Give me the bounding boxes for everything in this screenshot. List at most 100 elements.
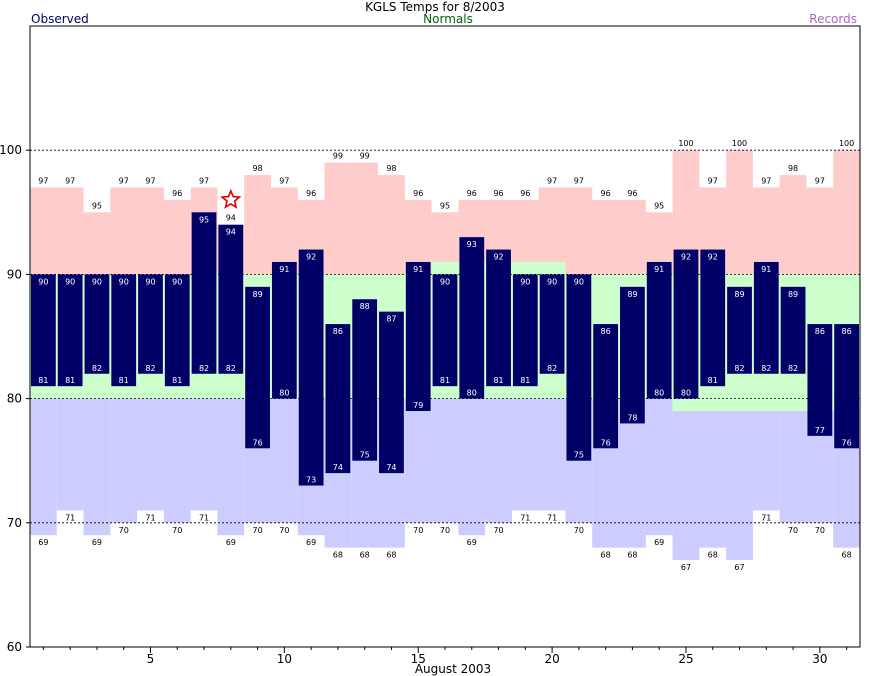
record-high-band [779, 175, 807, 275]
record-high-label: 97 [761, 176, 771, 185]
record-low-label: 68 [360, 551, 370, 560]
record-high-band [270, 187, 298, 275]
record-low-band [672, 411, 700, 561]
record-low-label: 68 [708, 551, 718, 560]
record-low-label: 70 [788, 526, 798, 535]
high-label: 91 [413, 265, 423, 274]
record-high-band [833, 150, 860, 275]
observed-bar [727, 286, 752, 374]
record-high-label: 99 [333, 152, 343, 161]
record-low-band [110, 398, 138, 523]
record-high-label: 100 [839, 139, 854, 148]
observed-bar [620, 286, 645, 424]
observed-bar [138, 274, 163, 374]
axes: 60 70 80 90 100 5 10 15 20 25 30 August 2003 [0, 25, 861, 676]
record-low-label: 70 [119, 526, 129, 535]
record-high-label: 95 [654, 201, 664, 210]
record-low-label: 69 [467, 538, 477, 547]
record-high-label: 97 [815, 176, 825, 185]
record-low-band [511, 398, 539, 511]
star-icon [220, 188, 242, 209]
low-label: 81 [440, 376, 450, 385]
observed-bar [834, 324, 859, 449]
record-high-label: 96 [627, 189, 637, 198]
high-label: 93 [467, 240, 477, 249]
record-high-band [378, 175, 405, 275]
record-low-label: 71 [761, 513, 771, 522]
observed-bar [57, 274, 83, 387]
record-low-band [83, 398, 111, 536]
record-low-band [752, 411, 780, 511]
low-label: 81 [493, 376, 503, 385]
high-label: 92 [681, 253, 691, 262]
observed-bar [111, 274, 137, 387]
high-label: 86 [601, 327, 611, 336]
observed-bar [700, 249, 726, 387]
low-label: 77 [815, 426, 825, 435]
low-label: 82 [761, 364, 771, 373]
record-low-label: 68 [627, 551, 637, 560]
record-high-band [431, 212, 459, 262]
low-label: 82 [92, 364, 102, 373]
record-high-label: 94 [226, 214, 236, 223]
record-low-label: 70 [493, 526, 503, 535]
record-low-band [538, 398, 566, 511]
high-label: 88 [360, 302, 370, 311]
high-label: 90 [119, 277, 129, 286]
low-label: 80 [654, 389, 664, 398]
observed-bar [325, 324, 351, 474]
record-high-band [110, 187, 138, 275]
low-label: 79 [413, 401, 423, 410]
record-low-label: 71 [145, 513, 155, 522]
low-label: 75 [360, 451, 370, 460]
record-low-band [726, 411, 753, 561]
record-low-band [431, 398, 459, 523]
record-high-label: 98 [788, 164, 798, 173]
low-label: 80 [279, 389, 289, 398]
record-low-label: 68 [601, 551, 611, 560]
low-label: 81 [119, 376, 129, 385]
low-label: 80 [681, 389, 691, 398]
observed-bar [780, 286, 806, 374]
record-high-label: 96 [520, 189, 530, 198]
record-high-label: 96 [172, 189, 182, 198]
low-label: 81 [172, 376, 182, 385]
low-label: 74 [386, 463, 396, 472]
observed-bar [379, 311, 404, 474]
legend-normals: Normals [423, 12, 473, 26]
observed-bar [459, 237, 485, 399]
record-high-band [83, 212, 111, 275]
record-low-band [137, 398, 164, 511]
high-label: 87 [386, 315, 396, 324]
record-high-label: 96 [493, 189, 503, 198]
record-high-label: 97 [574, 176, 584, 185]
record-high-band [56, 187, 84, 275]
observed-bar [807, 324, 833, 436]
record-high-label: 97 [65, 176, 75, 185]
y-tick-label: 80 [7, 392, 22, 406]
record-high-band [806, 187, 834, 275]
record-low-band [779, 411, 807, 523]
record-high-label: 100 [732, 139, 747, 148]
low-label: 82 [199, 364, 209, 373]
low-label: 73 [306, 476, 316, 485]
observed-bar [432, 274, 458, 387]
observed-bar [486, 249, 511, 387]
record-high-label: 97 [119, 176, 129, 185]
record-high-band [137, 187, 164, 275]
observed-bar [31, 274, 56, 387]
observed-bar [271, 261, 297, 399]
low-label: 82 [145, 364, 155, 373]
record-high-band [351, 162, 379, 275]
observed-bar [405, 261, 431, 412]
x-tick-label: 5 [147, 652, 155, 666]
record-low-label: 71 [199, 513, 209, 522]
record-low-band [56, 398, 84, 511]
record-high-band [511, 199, 539, 262]
record-low-label: 71 [65, 513, 75, 522]
observed-bar [84, 274, 110, 374]
high-label: 95 [199, 215, 209, 224]
record-low-label: 68 [333, 551, 343, 560]
record-low-label: 70 [279, 526, 289, 535]
